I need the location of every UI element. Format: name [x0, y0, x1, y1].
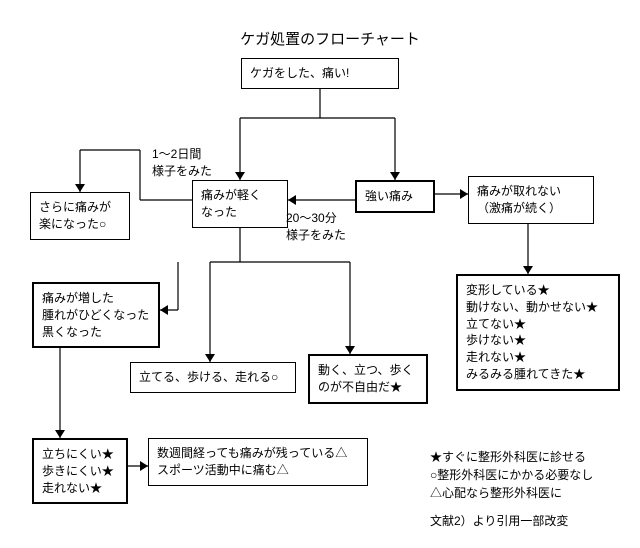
arrowhead-6 — [288, 195, 296, 205]
arrowhead-16 — [345, 346, 355, 354]
node-n10: 立ちにくい★歩きにくい★走れない★ — [32, 438, 128, 504]
arrowhead-2 — [235, 172, 245, 180]
legend: ★すぐに整形外科医に診せる○整形外科医にかかる必要なし△心配なら整形外科医に文献… — [430, 448, 593, 530]
node-n9: 変形している★動けない、動かせない★立てない★歩けない★走れない★みるみる腫れて… — [456, 274, 620, 391]
edge-label-l2: 20〜30分様子をみた — [286, 210, 346, 244]
arrowhead-20 — [140, 461, 148, 471]
node-n8: 動く、立つ、歩くのが不自由だ★ — [308, 354, 428, 404]
legend-line: ★すぐに整形外科医に診せる — [430, 448, 593, 466]
arrowhead-17 — [160, 305, 168, 315]
node-n7: 立てる、歩ける、走れる○ — [130, 362, 296, 393]
node-n11: 数週間経っても痛みが残っている△スポーツ活動中に痛む△ — [148, 438, 368, 486]
legend-line: △心配なら整形外科医に — [430, 484, 593, 502]
node-n6: 痛みが増した腫れがひどくなった黒くなった — [32, 282, 160, 348]
arrowhead-11 — [75, 184, 85, 192]
arrowhead-19 — [55, 430, 65, 438]
flowchart-canvas: ケガ処置のフローチャート ケガをした、痛い! 痛みが軽くなった 強い痛み痛みが取れな… — [0, 0, 640, 548]
node-n1: ケガをした、痛い! — [241, 58, 399, 89]
node-n5: さらに痛みが楽になった○ — [30, 192, 130, 240]
legend-footer: 文献2）より引用一部改変 — [430, 512, 593, 530]
node-n3: 強い痛み — [355, 180, 435, 213]
node-n2: 痛みが軽くなった — [192, 180, 288, 228]
arrowhead-5 — [460, 189, 468, 199]
flowchart-title: ケガ処置のフローチャート — [230, 28, 430, 49]
node-n4: 痛みが取れない（激痛が続く） — [468, 176, 594, 224]
arrowhead-14 — [205, 354, 215, 362]
arrowhead-4 — [390, 172, 400, 180]
legend-line: ○整形外科医にかかる必要なし — [430, 466, 593, 484]
edge-label-l1: 1〜2日間様子をみた — [152, 146, 212, 180]
arrowhead-7 — [523, 266, 533, 274]
